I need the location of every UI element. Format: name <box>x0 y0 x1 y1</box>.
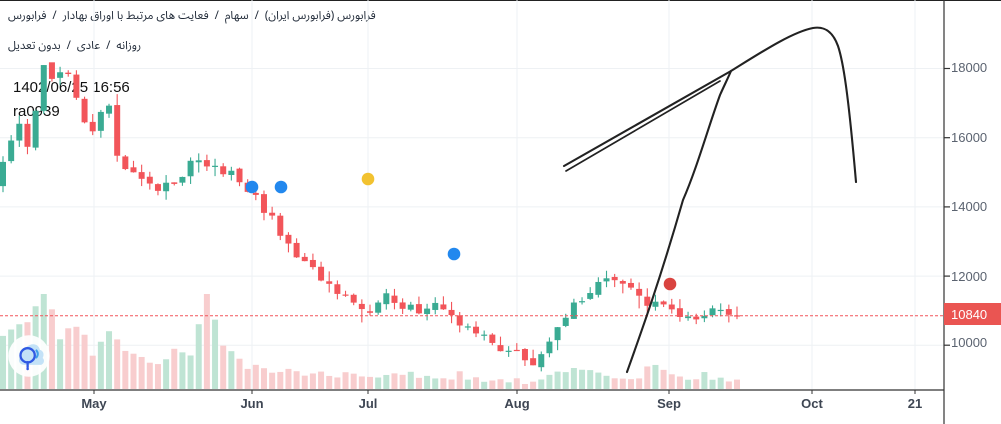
svg-text:Jul: Jul <box>359 396 378 411</box>
svg-text:Sep: Sep <box>657 396 681 411</box>
svg-text:Oct: Oct <box>801 396 823 411</box>
svg-text:May: May <box>81 396 107 411</box>
svg-text:Jun: Jun <box>240 396 263 411</box>
svg-text:21: 21 <box>908 396 922 411</box>
svg-text:Aug: Aug <box>504 396 529 411</box>
